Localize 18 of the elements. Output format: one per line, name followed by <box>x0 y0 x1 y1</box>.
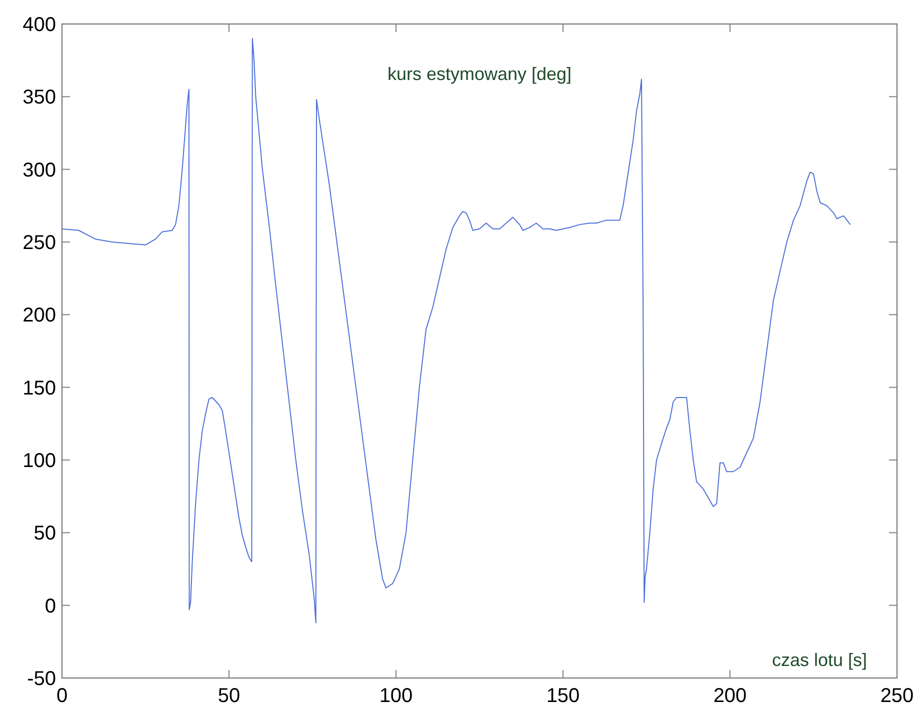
x-tick-label: 100 <box>379 685 413 707</box>
x-tick-label: 250 <box>880 685 914 707</box>
y-tick-label: 350 <box>22 86 56 109</box>
y-tick-label: 100 <box>22 450 56 472</box>
y-tick-label: 150 <box>22 377 56 400</box>
y-tick-label: 200 <box>22 304 56 327</box>
y-tick-label: 300 <box>22 159 56 182</box>
y-tick-label: 400 <box>22 14 56 36</box>
text: kurs estymowany [deg] <box>387 64 572 84</box>
y-tick-label: -50 <box>27 668 56 690</box>
y-tick-label: 50 <box>34 522 56 545</box>
x-tick-label: 50 <box>218 685 240 707</box>
y-tick-label: 0 <box>44 595 56 618</box>
x-tick-label: 150 <box>546 685 580 707</box>
x-axis-title: czas lotu [s] <box>772 650 867 670</box>
line-series <box>62 38 851 624</box>
x-tick-label: 200 <box>713 685 747 707</box>
y-tick-label: 250 <box>22 232 56 254</box>
